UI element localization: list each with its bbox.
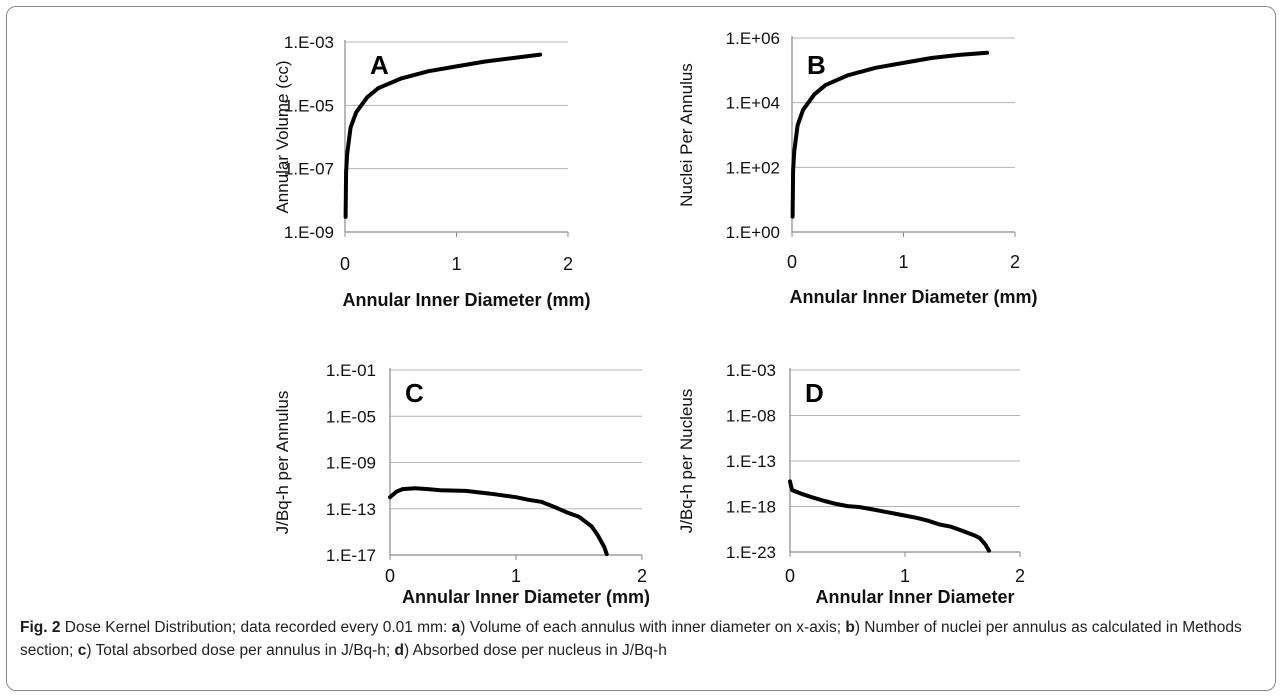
y-axis-label: Nuclei Per Annulus [677, 63, 696, 207]
caption-part: c [77, 642, 87, 659]
y-tick-label: 1.E-05 [326, 407, 376, 426]
y-tick-label: 1.E-17 [326, 546, 376, 565]
x-axis-label: Annular Inner Diameter [815, 587, 1014, 607]
y-tick-label: 1.E-03 [726, 361, 776, 380]
y-axis-label: J/Bq-h per Nucleus [677, 389, 696, 534]
y-tick-label: 1.E+04 [726, 94, 780, 113]
y-tick-label: 1.E-09 [326, 454, 376, 473]
panel-letter: A [370, 50, 389, 80]
y-axis-label: J/Bq-h per Annulus [273, 391, 292, 535]
y-tick-label: 1.E-18 [726, 498, 776, 517]
series-line [790, 50, 990, 219]
caption-part: b [845, 619, 855, 636]
caption-lead: Fig. 2 [20, 619, 61, 636]
y-tick-label: 1.E+02 [726, 158, 780, 177]
y-tick-label: 1.E-13 [326, 500, 376, 519]
y-tick-label: 1.E-01 [326, 361, 376, 380]
series-line [388, 486, 609, 557]
y-tick-label: 1.E-23 [726, 543, 776, 562]
caption-part: Dose Kernel Distribution; data recorded … [60, 619, 452, 636]
x-axis-label: Annular Inner Diameter (mm) [402, 587, 650, 607]
y-tick-label: 1.E-03 [284, 33, 334, 52]
panel-letter: B [807, 50, 826, 80]
x-axis-label: Annular Inner Diameter (mm) [342, 290, 590, 310]
x-tick-label: 2 [637, 566, 647, 586]
y-tick-label: 1.E+00 [726, 223, 780, 242]
y-tick-label: 1.E-09 [284, 223, 334, 242]
x-tick-label: 1 [511, 566, 521, 586]
y-tick-label: 1.E-05 [284, 96, 334, 115]
y-axis-label: Annular Volume (cc) [273, 60, 292, 213]
panel-letter: D [805, 378, 824, 408]
caption-part: ) Total absorbed dose per annulus in J/B… [86, 642, 395, 659]
x-tick-label: 1 [451, 254, 461, 274]
y-tick-label: 1.E-07 [284, 160, 334, 179]
panel-letter: C [405, 378, 424, 408]
y-tick-label: 1.E+06 [726, 29, 780, 48]
series-line [788, 479, 991, 553]
caption-part: ) Volume of each annulus with inner diam… [460, 619, 846, 636]
x-tick-label: 1 [898, 252, 908, 272]
x-tick-label: 0 [340, 254, 350, 274]
y-tick-label: 1.E-13 [726, 452, 776, 471]
figure-caption: Fig. 2 Dose Kernel Distribution; data re… [20, 616, 1265, 662]
x-tick-label: 2 [1010, 252, 1020, 272]
x-tick-label: 2 [563, 254, 573, 274]
x-tick-label: 0 [787, 252, 797, 272]
series-line [343, 52, 543, 219]
x-tick-label: 2 [1015, 566, 1025, 586]
x-tick-label: 0 [385, 566, 395, 586]
caption-part: d [394, 642, 405, 659]
x-axis-label: Annular Inner Diameter (mm) [789, 287, 1037, 307]
caption-part: a [451, 619, 461, 636]
x-tick-label: 0 [785, 566, 795, 586]
caption-part: ) Number of nuclei per annulus as calcul… [20, 619, 1242, 659]
caption-part: ) Absorbed dose per nucleus in J/Bq-h [404, 642, 667, 659]
y-tick-label: 1.E-08 [726, 407, 776, 426]
x-tick-label: 1 [900, 566, 910, 586]
caption-text: Dose Kernel Distribution; data recorded … [20, 619, 1242, 659]
figure-frame [6, 6, 1276, 691]
